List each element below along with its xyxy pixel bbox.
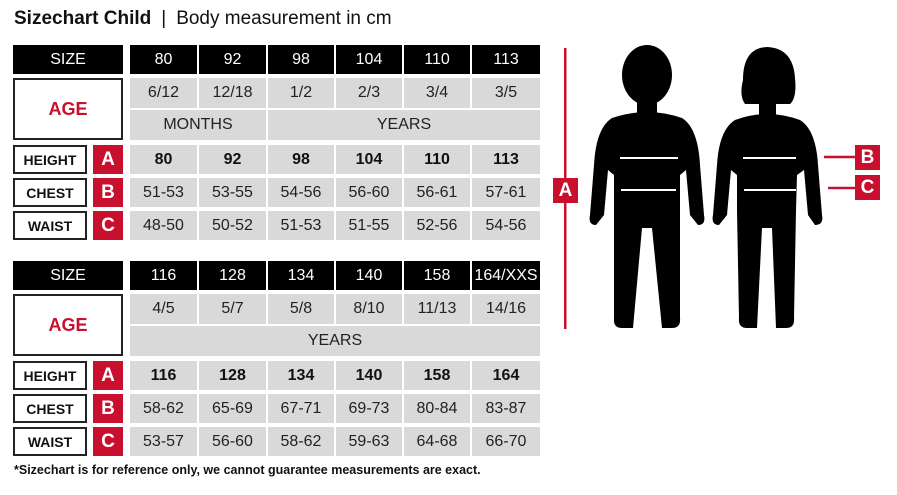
letter-b: B — [93, 178, 123, 207]
title-subtitle: Body measurement in cm — [176, 8, 392, 29]
chest-cell: 51-53 — [130, 178, 197, 207]
waist-cell: 66-70 — [472, 427, 540, 456]
height-cell: 140 — [336, 361, 402, 390]
height-cell: 128 — [199, 361, 266, 390]
size-cell: 164/XXS — [472, 261, 540, 290]
waist-label: WAIST — [13, 211, 87, 240]
marker-b: B — [855, 145, 880, 170]
boy-silhouette-icon — [589, 45, 705, 328]
age-cell: 3/4 — [404, 78, 470, 108]
chest-cell: 65-69 — [199, 394, 266, 423]
letter-b: B — [93, 394, 123, 423]
measure-lines — [620, 157, 796, 191]
chest-cell: 80-84 — [404, 394, 470, 423]
age-cell: 12/18 — [199, 78, 266, 108]
height-cell: 116 — [130, 361, 197, 390]
age-unit-cell: YEARS — [268, 110, 540, 140]
height-cell: 110 — [404, 145, 470, 174]
age-label: AGE — [13, 78, 123, 140]
size-label: SIZE — [13, 45, 123, 74]
age-cell: 8/10 — [336, 294, 402, 324]
chest-label: CHEST — [13, 394, 87, 423]
waist-cell: 48-50 — [130, 211, 197, 240]
size-cell: 158 — [404, 261, 470, 290]
chest-cell: 54-56 — [268, 178, 334, 207]
marker-c: C — [855, 175, 880, 200]
waist-cell: 52-56 — [404, 211, 470, 240]
size-label: SIZE — [13, 261, 123, 290]
chest-cell: 57-61 — [472, 178, 540, 207]
marker-a: A — [553, 178, 578, 203]
age-unit-cell: MONTHS — [130, 110, 266, 140]
chest-cell: 83-87 — [472, 394, 540, 423]
height-cell: 134 — [268, 361, 334, 390]
waist-cell: 64-68 — [404, 427, 470, 456]
height-cell: 113 — [472, 145, 540, 174]
age-cell: 2/3 — [336, 78, 402, 108]
height-label: HEIGHT — [13, 145, 87, 174]
age-cell: 11/13 — [404, 294, 470, 324]
chest-cell: 58-62 — [130, 394, 197, 423]
waist-cell: 59-63 — [336, 427, 402, 456]
size-cell: 98 — [268, 45, 334, 74]
footnote: *Sizechart is for reference only, we can… — [14, 463, 481, 477]
waist-cell: 56-60 — [199, 427, 266, 456]
letter-a: A — [93, 361, 123, 390]
letter-a: A — [93, 145, 123, 174]
age-cell: 5/7 — [199, 294, 266, 324]
height-indicator — [564, 48, 567, 329]
age-cell: 14/16 — [472, 294, 540, 324]
waist-cell: 58-62 — [268, 427, 334, 456]
age-cell: 6/12 — [130, 78, 197, 108]
size-cell: 104 — [336, 45, 402, 74]
page-title: Sizechart Child | Body measurement in cm — [14, 8, 392, 30]
girl-silhouette-icon — [712, 47, 823, 328]
size-cell: 140 — [336, 261, 402, 290]
size-cell: 134 — [268, 261, 334, 290]
waist-cell: 53-57 — [130, 427, 197, 456]
chest-cell: 56-60 — [336, 178, 402, 207]
chest-cell: 56-61 — [404, 178, 470, 207]
title-separator: | — [161, 8, 167, 29]
age-cell: 5/8 — [268, 294, 334, 324]
height-cell: 158 — [404, 361, 470, 390]
letter-c: C — [93, 211, 123, 240]
waist-cell: 54-56 — [472, 211, 540, 240]
pointer-lines — [824, 155, 855, 190]
height-label: HEIGHT — [13, 361, 87, 390]
waist-cell: 51-55 — [336, 211, 402, 240]
waist-label: WAIST — [13, 427, 87, 456]
age-label: AGE — [13, 294, 123, 356]
size-cell: 113 — [472, 45, 540, 74]
height-cell: 92 — [199, 145, 266, 174]
size-cell: 92 — [199, 45, 266, 74]
title-main: Sizechart Child — [14, 8, 152, 29]
chest-cell: 69-73 — [336, 394, 402, 423]
size-cell: 116 — [130, 261, 197, 290]
letter-c: C — [93, 427, 123, 456]
chest-label: CHEST — [13, 178, 87, 207]
age-unit-cell: YEARS — [130, 326, 540, 356]
waist-cell: 51-53 — [268, 211, 334, 240]
waist-cell: 50-52 — [199, 211, 266, 240]
age-cell: 4/5 — [130, 294, 197, 324]
height-cell: 164 — [472, 361, 540, 390]
chest-cell: 53-55 — [199, 178, 266, 207]
size-cell: 128 — [199, 261, 266, 290]
height-cell: 98 — [268, 145, 334, 174]
chest-cell: 67-71 — [268, 394, 334, 423]
size-cell: 110 — [404, 45, 470, 74]
age-cell: 3/5 — [472, 78, 540, 108]
age-cell: 1/2 — [268, 78, 334, 108]
size-cell: 80 — [130, 45, 197, 74]
height-cell: 104 — [336, 145, 402, 174]
height-cell: 80 — [130, 145, 197, 174]
